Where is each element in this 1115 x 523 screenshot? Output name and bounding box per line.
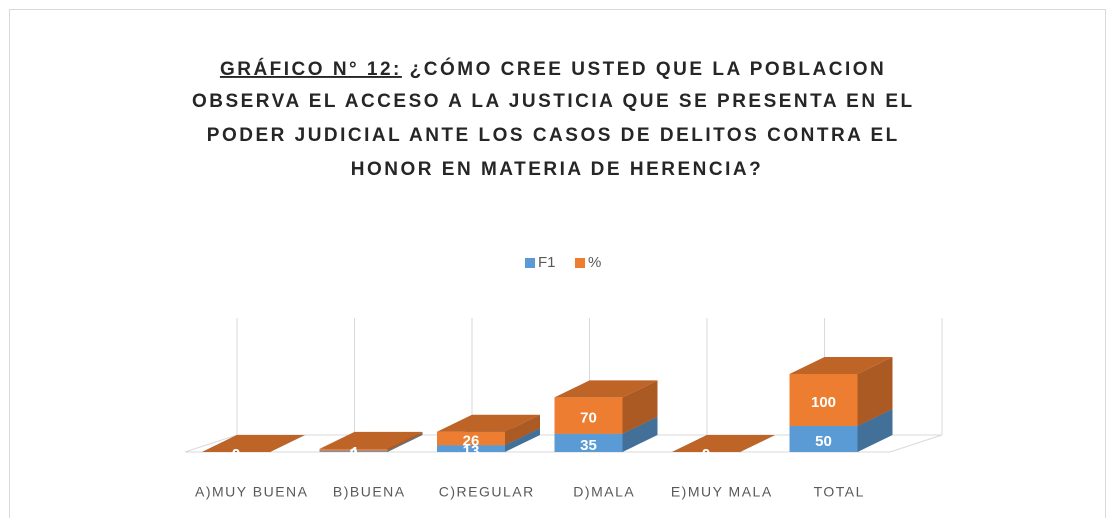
bar-side — [857, 409, 893, 452]
bar — [554, 433, 623, 452]
chart-title: GRÁFICO N° 12: ¿CÓMO CREE USTED QUE LA P… — [192, 58, 922, 180]
data-label: 0 — [702, 446, 710, 463]
legend-swatch — [525, 258, 535, 268]
data-label: 35 — [580, 437, 597, 454]
x-tick-label: C)REGULAR — [439, 484, 535, 500]
title-line: HONOR EN MATERIA DE HERENCIA? — [351, 159, 763, 180]
bar — [319, 450, 388, 452]
bar-side — [505, 428, 540, 452]
title-line: ¿CÓMO CREE USTED QUE LA POBLACION — [410, 58, 887, 80]
bar-side — [387, 431, 423, 451]
x-tick-label: D)MALA — [573, 484, 635, 500]
title-line: PODER JUDICIAL ANTE LOS CASOS DE DELITOS… — [207, 125, 900, 146]
bar-top — [437, 414, 540, 432]
bar-top — [789, 357, 893, 374]
data-label: 13 — [463, 443, 480, 460]
bar — [554, 397, 623, 434]
bar-side — [622, 380, 658, 434]
title-prefix: GRÁFICO N° 12: — [220, 58, 402, 80]
bar-side — [387, 433, 423, 452]
data-label: 26 — [463, 432, 480, 449]
data-label: 4 — [349, 444, 358, 461]
bar-side — [505, 414, 540, 446]
bar-top — [554, 380, 658, 398]
legend-label: % — [588, 254, 601, 271]
bar — [437, 431, 505, 446]
bar — [789, 374, 858, 426]
bar-top — [202, 435, 305, 452]
bar-top — [672, 435, 775, 452]
bar — [319, 448, 388, 451]
data-label: 0 — [702, 446, 710, 463]
x-tick-label: B)BUENA — [333, 484, 406, 500]
x-tick-label: E)MUY MALA — [671, 484, 773, 500]
data-label: 70 — [580, 410, 597, 427]
bar-side — [622, 416, 658, 452]
data-label: 0 — [232, 446, 240, 463]
bar — [437, 445, 505, 452]
legend-label: F1 — [538, 254, 556, 271]
data-label: 100 — [811, 394, 836, 411]
legend-swatch — [575, 258, 585, 268]
bar — [789, 426, 858, 452]
x-tick-label: TOTAL — [814, 484, 865, 500]
bar-top — [319, 431, 423, 449]
data-label: 50 — [815, 433, 832, 450]
data-label: 0 — [232, 446, 240, 463]
x-tick-label: A)MUY BUENA — [195, 484, 308, 500]
title-line: OBSERVA EL ACCESO A LA JUSTICIA QUE SE P… — [192, 91, 914, 112]
bar-side — [857, 357, 893, 426]
data-label: 2 — [349, 445, 357, 462]
